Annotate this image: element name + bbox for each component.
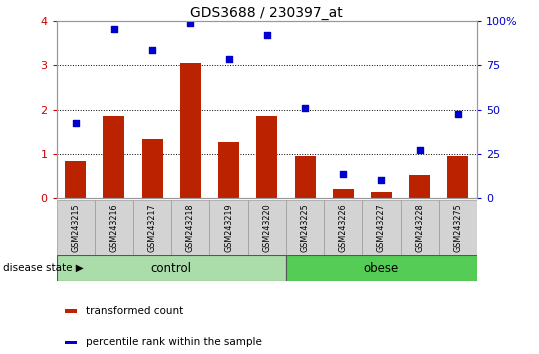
FancyBboxPatch shape xyxy=(133,200,171,255)
Bar xyxy=(447,156,468,198)
FancyBboxPatch shape xyxy=(248,200,286,255)
Text: GSM243220: GSM243220 xyxy=(262,203,271,252)
FancyBboxPatch shape xyxy=(57,255,286,281)
Bar xyxy=(409,175,430,198)
FancyBboxPatch shape xyxy=(210,200,248,255)
Text: GSM243219: GSM243219 xyxy=(224,203,233,252)
Bar xyxy=(333,189,354,198)
Text: obese: obese xyxy=(364,262,399,275)
Bar xyxy=(294,156,315,198)
Text: GSM243218: GSM243218 xyxy=(186,203,195,252)
Bar xyxy=(65,309,78,313)
Bar xyxy=(180,63,201,198)
Bar xyxy=(371,192,392,198)
Text: disease state ▶: disease state ▶ xyxy=(3,263,84,273)
Text: GSM243228: GSM243228 xyxy=(415,203,424,252)
FancyBboxPatch shape xyxy=(171,200,210,255)
Text: GSM243226: GSM243226 xyxy=(338,203,348,252)
Title: GDS3688 / 230397_at: GDS3688 / 230397_at xyxy=(190,6,343,20)
Point xyxy=(148,47,156,53)
Text: control: control xyxy=(151,262,192,275)
Point xyxy=(416,147,424,152)
Text: transformed count: transformed count xyxy=(86,306,183,316)
Bar xyxy=(103,116,125,198)
Bar xyxy=(65,341,78,344)
Point xyxy=(454,111,462,117)
Bar xyxy=(218,142,239,198)
FancyBboxPatch shape xyxy=(439,200,477,255)
Text: percentile rank within the sample: percentile rank within the sample xyxy=(86,337,262,347)
FancyBboxPatch shape xyxy=(362,200,400,255)
Point xyxy=(339,171,348,177)
Bar xyxy=(257,116,277,198)
FancyBboxPatch shape xyxy=(324,200,362,255)
Point xyxy=(109,27,118,32)
Text: GSM243217: GSM243217 xyxy=(148,203,157,252)
Text: GSM243227: GSM243227 xyxy=(377,203,386,252)
Bar xyxy=(142,138,163,198)
FancyBboxPatch shape xyxy=(95,200,133,255)
Point xyxy=(262,32,271,37)
Point xyxy=(71,120,80,126)
Bar xyxy=(65,161,86,198)
FancyBboxPatch shape xyxy=(400,200,439,255)
Text: GSM243215: GSM243215 xyxy=(71,203,80,252)
FancyBboxPatch shape xyxy=(57,200,95,255)
FancyBboxPatch shape xyxy=(286,255,477,281)
Point xyxy=(301,105,309,110)
Text: GSM243216: GSM243216 xyxy=(109,203,119,252)
Text: GSM243225: GSM243225 xyxy=(301,203,309,252)
Point xyxy=(186,21,195,26)
Point xyxy=(224,56,233,62)
FancyBboxPatch shape xyxy=(286,200,324,255)
Point xyxy=(377,177,386,183)
Text: GSM243275: GSM243275 xyxy=(453,203,462,252)
